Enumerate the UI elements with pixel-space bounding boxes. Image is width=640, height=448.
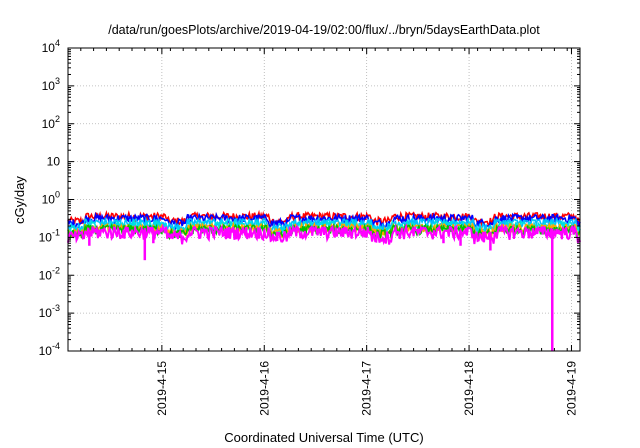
y-tick-label: 10-2 <box>39 265 60 282</box>
x-tick-label: 2019-4-18 <box>462 361 476 416</box>
y-tick-label: 104 <box>42 38 60 55</box>
series-line <box>67 222 581 246</box>
x-axis-ticks: 2019-4-15 2019-4-16 2019-4-17 2019-4-18 2019… <box>67 48 581 416</box>
series-line <box>67 221 581 239</box>
x-tick-label: 2019-4-17 <box>360 361 374 416</box>
y-tick-label: 103 <box>42 76 60 93</box>
chart-title: /data/run/goesPlots/archive/2019-04-19/0… <box>108 23 540 37</box>
grid-lines <box>68 47 580 352</box>
y-tick-label: 10 <box>47 155 61 169</box>
x-axis-label: Coordinated Universal Time (UTC) <box>224 430 423 445</box>
y-axis-label: cGy/day <box>12 176 27 224</box>
y-tick-label: 10-4 <box>39 341 60 358</box>
y-tick-label: 100 <box>42 190 60 207</box>
y-tick-label: 102 <box>42 114 60 131</box>
x-tick-label: 2019-4-15 <box>155 361 169 416</box>
x-tick-label: 2019-4-19 <box>564 361 578 416</box>
x-tick-label: 2019-4-16 <box>257 361 271 416</box>
series-group <box>67 209 581 351</box>
y-tick-label: 10-1 <box>39 227 60 244</box>
y-tick-label: 10-3 <box>39 303 60 320</box>
